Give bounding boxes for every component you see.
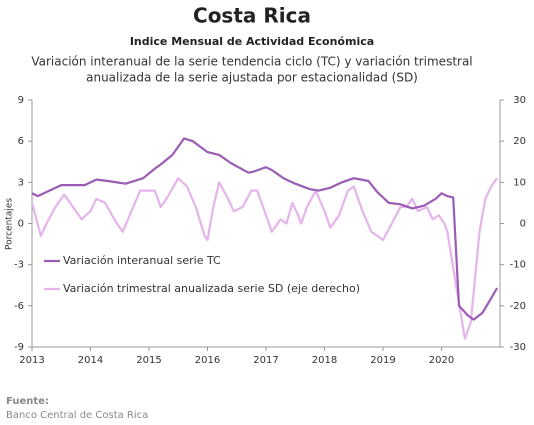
y2-tick-label: -20 <box>510 301 526 312</box>
x-tick-label: 2020 <box>429 355 454 366</box>
x-tick-label: 2019 <box>370 355 395 366</box>
y-tick-label: 9 <box>18 95 24 106</box>
y-tick-label: 3 <box>18 177 24 188</box>
y2-tick-label: -10 <box>510 260 526 271</box>
chart-title: Variación interanual de la serie tendenc… <box>31 55 472 69</box>
y2-tick-label: 20 <box>513 136 526 147</box>
x-tick-label: 2014 <box>78 355 103 366</box>
y-tick-label: -9 <box>14 342 24 353</box>
y2-tick-label: 0 <box>520 219 526 230</box>
subtitle: Indice Mensual de Actividad Económica <box>130 35 374 48</box>
y-axis-label: Porcentajes <box>5 198 15 250</box>
chart-title: anualizada de la serie ajustada por esta… <box>86 71 418 85</box>
x-tick-label: 2018 <box>312 355 337 366</box>
source-label: Fuente: <box>6 396 49 407</box>
legend-label: Variación trimestral anualizada serie SD… <box>63 282 360 295</box>
y-tick-label: -6 <box>14 301 24 312</box>
x-tick-label: 2013 <box>19 355 44 366</box>
y-tick-label: 6 <box>18 136 24 147</box>
y-tick-label: -3 <box>14 260 24 271</box>
y-tick-label: 0 <box>18 219 24 230</box>
source: Banco Central de Costa Rica <box>6 410 148 421</box>
series-line <box>30 177 498 340</box>
title: Costa Rica <box>193 4 311 28</box>
y2-tick-label: -30 <box>510 342 526 353</box>
y2-tick-label: 30 <box>513 95 526 106</box>
x-tick-label: 2016 <box>195 355 220 366</box>
x-tick-label: 2017 <box>253 355 278 366</box>
x-tick-label: 2015 <box>136 355 161 366</box>
legend-label: Variación interanual serie TC <box>63 254 221 267</box>
y2-tick-label: 10 <box>513 177 526 188</box>
series-line <box>31 137 499 321</box>
